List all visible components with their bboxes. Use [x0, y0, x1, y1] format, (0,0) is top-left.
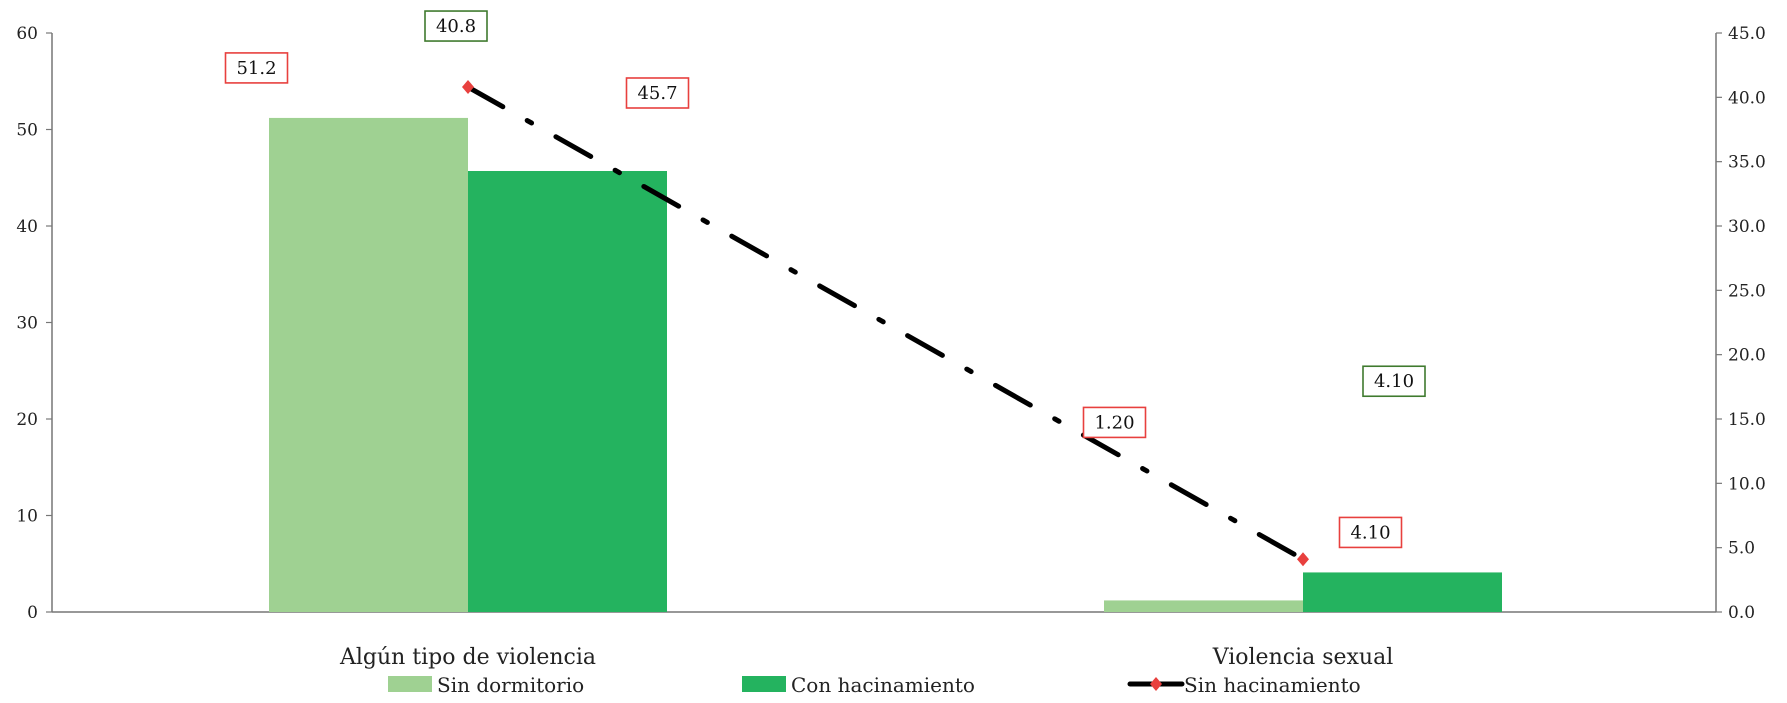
left-tick-label: 10: [16, 507, 38, 527]
right-tick-label: 20.0: [1728, 346, 1766, 366]
bar: [468, 170, 667, 612]
bar-data-label: 4.10: [1338, 516, 1403, 549]
legend-item: Con hacinamiento: [742, 673, 975, 697]
data-labels: 51.2 1.20 45.7 4.10 40.8 4.10: [224, 10, 1426, 549]
data-label-box: [1362, 365, 1426, 398]
right-tick-label: 10.0: [1728, 474, 1766, 494]
right-tick-label: 35.0: [1728, 153, 1766, 173]
right-tick-label: 25.0: [1728, 281, 1766, 301]
legend-item: Sin dormitorio: [388, 673, 584, 697]
legend-item: Sin hacinamiento: [1127, 673, 1361, 697]
left-tick-label: 30: [16, 314, 38, 334]
category-labels: Algún tipo de violencia Violencia sexual: [339, 645, 1393, 670]
bar: [1104, 600, 1303, 612]
left-tick-label: 0: [27, 603, 38, 623]
right-tick-label: 5.0: [1728, 539, 1755, 559]
bar-data-label: 51.2: [224, 52, 289, 84]
data-label-text: 45.7: [637, 83, 677, 104]
data-label-box: [625, 77, 690, 109]
line-series: [462, 80, 1309, 567]
data-label-box: [224, 52, 289, 84]
line-data-label: 4.10: [1362, 365, 1426, 398]
right-tick-label: 45.0: [1728, 24, 1766, 44]
left-tick-label: 20: [16, 410, 38, 430]
left-tick-label: 60: [16, 24, 38, 44]
line-point: [462, 80, 474, 95]
bar: [269, 117, 468, 613]
right-tick-label: 15.0: [1728, 410, 1766, 430]
data-label-text: 4.10: [1350, 522, 1390, 543]
legend-swatch: [742, 676, 786, 692]
bar-data-label: 1.20: [1082, 406, 1147, 439]
line-point: [1297, 552, 1309, 567]
legend-swatch: [388, 676, 432, 692]
legend-label: Sin dormitorio: [437, 673, 584, 697]
data-label-box: [1082, 406, 1147, 439]
data-label-box: [1338, 516, 1403, 549]
category-label: Algún tipo de violencia: [339, 645, 596, 670]
data-label-text: 40.8: [436, 16, 476, 37]
data-label-text: 1.20: [1094, 412, 1134, 433]
line-data-label: 40.8: [424, 10, 488, 42]
right-tick-label: 30.0: [1728, 217, 1766, 237]
bar: [1303, 572, 1502, 612]
legend-marker: [1150, 677, 1162, 691]
legend: Sin dormitorio Con hacinamiento Sin hacina…: [388, 673, 1361, 697]
legend-label: Sin hacinamiento: [1184, 673, 1361, 697]
bars: [269, 117, 1502, 613]
category-label: Violencia sexual: [1212, 645, 1394, 670]
data-label-text: 51.2: [236, 58, 276, 79]
right-tick-label: 40.0: [1728, 88, 1766, 108]
data-label-text: 4.10: [1374, 371, 1414, 392]
data-label-box: [424, 10, 488, 42]
bar-data-label: 45.7: [625, 77, 690, 109]
right-tick-label: 0.0: [1728, 603, 1755, 623]
legend-label: Con hacinamiento: [791, 673, 975, 697]
left-tick-label: 50: [16, 121, 38, 141]
left-tick-label: 40: [16, 217, 38, 237]
